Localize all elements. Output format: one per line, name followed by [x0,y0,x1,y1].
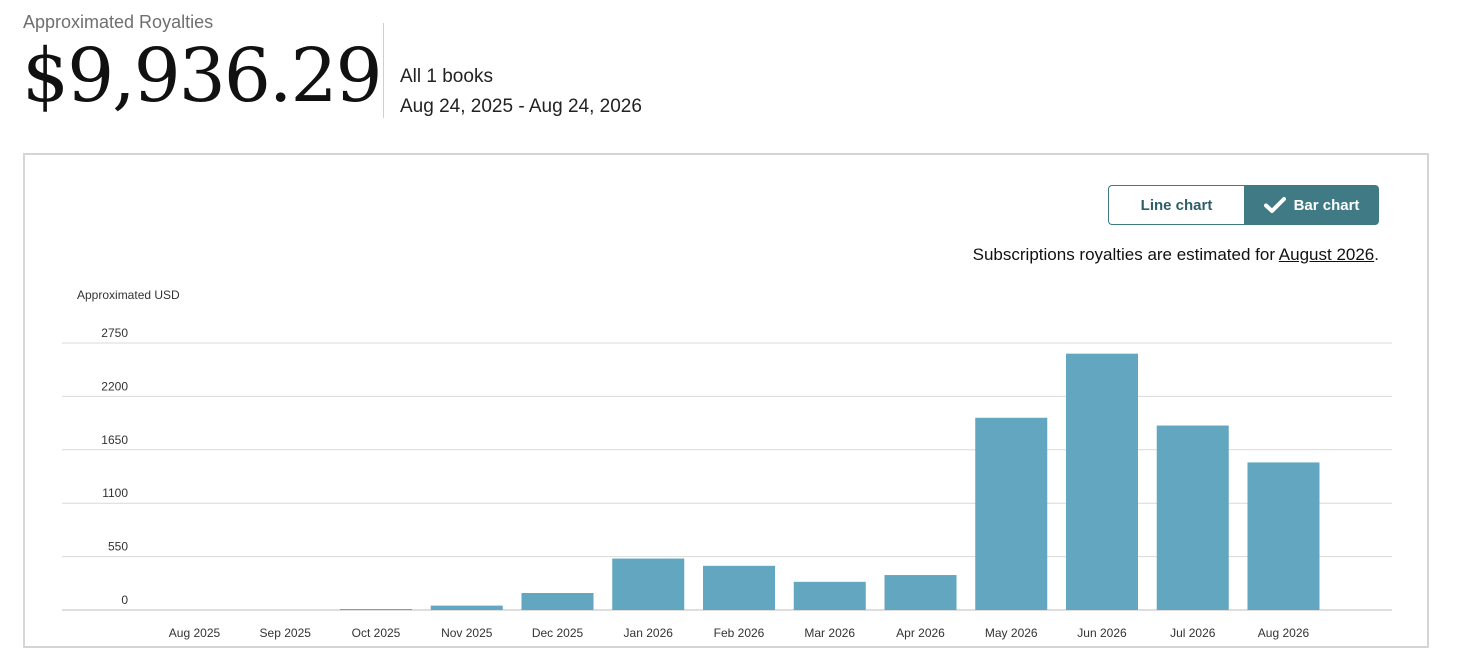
bar-jan-2026[interactable] [612,558,685,610]
y-axis-title: Approximated USD [77,288,180,302]
x-tick-label: Aug 2025 [169,626,221,640]
x-tick-label: Jun 2026 [1077,626,1127,640]
total-royalties-amount: $9,936.29 [22,33,383,119]
x-tick-label: Feb 2026 [714,626,765,640]
bar-feb-2026[interactable] [703,565,775,610]
x-tick-label: May 2026 [985,626,1038,640]
x-tick-label: Aug 2026 [1258,626,1310,640]
x-tick-label: Apr 2026 [896,626,945,640]
x-tick-label: Jul 2026 [1170,626,1216,640]
bar-jun-2026[interactable] [1066,353,1138,610]
checkmark-icon [1263,197,1286,213]
line-chart-button-label: Line chart [1140,196,1213,214]
estimate-note-text: Subscriptions royalties are estimated fo… [972,245,1279,264]
x-tick-label: Nov 2025 [441,626,493,640]
x-tick-label: Jan 2026 [624,626,674,640]
bar-dec-2025[interactable] [521,593,594,610]
bar-aug-2026[interactable] [1247,462,1320,610]
summary-divider [383,23,384,118]
estimate-note: Subscriptions royalties are estimated fo… [973,245,1379,265]
bar-oct-2025[interactable] [340,609,412,610]
books-filter-label: All 1 books [400,66,493,87]
chart-type-toggle: Line chart Bar chart [1108,185,1379,225]
estimate-note-suffix: . [1374,245,1379,264]
date-range-label: Aug 24, 2025 - Aug 24, 2026 [400,96,642,117]
bar-jul-2026[interactable] [1156,425,1229,610]
y-tick-label: 1100 [102,486,128,500]
y-tick-label: 2750 [101,326,128,340]
y-tick-label: 0 [121,593,128,607]
y-tick-label: 2200 [101,379,128,393]
bar-apr-2026[interactable] [884,575,957,610]
x-tick-label: Oct 2025 [352,626,401,640]
x-tick-label: Dec 2025 [532,626,584,640]
x-tick-label: Sep 2025 [260,626,312,640]
x-tick-label: Mar 2026 [804,626,855,640]
y-tick-label: 550 [108,540,128,554]
bar-chart-button-label: Bar chart [1293,196,1360,214]
bar-mar-2026[interactable] [793,581,866,610]
bar-may-2026[interactable] [975,417,1048,610]
summary-label: Approximated Royalties [23,12,214,32]
bar-chart-button[interactable]: Bar chart [1244,185,1379,225]
bar-nov-2025[interactable] [430,605,503,610]
estimate-month-link[interactable]: August 2026 [1278,245,1375,264]
y-tick-label: 1650 [101,433,128,447]
line-chart-button[interactable]: Line chart [1108,185,1244,225]
